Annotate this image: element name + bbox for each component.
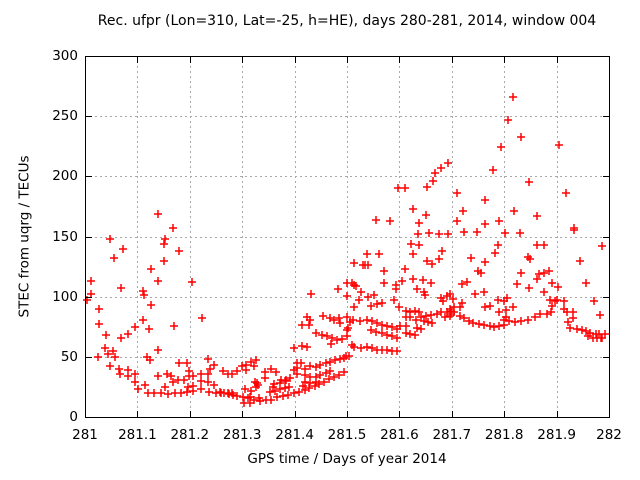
x-tick-label: 281.2 — [170, 427, 210, 443]
y-tick-label: 150 — [52, 228, 78, 245]
plot-border — [85, 56, 610, 418]
y-tick-label: 300 — [52, 48, 78, 64]
x-tick-label: 281.8 — [484, 427, 524, 443]
y-tick-label: 250 — [52, 108, 78, 125]
x-tick-label: 281.4 — [275, 427, 314, 443]
x-tick-label: 281.1 — [118, 427, 157, 443]
chart-title: Rec. ufpr (Lon=310, Lat=-25, h=HE), days… — [97, 13, 597, 29]
x-tick-label: 281.3 — [222, 427, 262, 443]
x-tick-label: 281.9 — [537, 427, 576, 443]
y-tick-label: 200 — [52, 168, 78, 185]
x-tick-label: 281.6 — [380, 427, 419, 443]
y-tick-label: 100 — [52, 288, 78, 305]
y-tick-label: 0 — [69, 409, 78, 425]
x-axis-label: GPS time / Days of year 2014 — [247, 451, 447, 467]
x-tick-label: 281 — [72, 427, 98, 443]
scatter-points — [83, 93, 609, 407]
x-tick-label: 282 — [596, 427, 622, 443]
x-tick-label: 281.5 — [327, 427, 367, 443]
tick-marks — [85, 56, 610, 418]
y-tick-label: 50 — [60, 348, 78, 365]
x-tick-label: 281.7 — [432, 427, 472, 443]
